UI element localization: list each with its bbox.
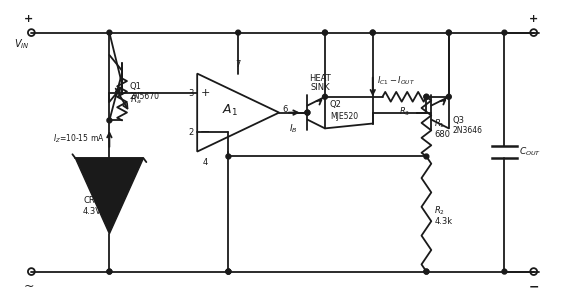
Text: 3: 3: [188, 89, 193, 98]
Text: $R_2$: $R_2$: [434, 205, 445, 217]
Circle shape: [305, 110, 310, 115]
Circle shape: [226, 269, 231, 274]
Circle shape: [502, 269, 507, 274]
Text: $I_B$: $I_B$: [289, 122, 298, 135]
Text: $R_1$: $R_1$: [434, 117, 445, 130]
Circle shape: [305, 110, 310, 115]
Text: $V_{IN}$: $V_{IN}$: [14, 37, 29, 51]
Text: 2N3646: 2N3646: [452, 126, 483, 135]
Text: 680: 680: [434, 130, 450, 139]
Circle shape: [446, 30, 451, 35]
Circle shape: [424, 94, 429, 99]
Text: $A_1$: $A_1$: [222, 103, 238, 118]
Circle shape: [370, 30, 375, 35]
Circle shape: [107, 118, 112, 123]
Text: $I_{C1}-I_{OUT}$: $I_{C1}-I_{OUT}$: [376, 75, 415, 87]
Circle shape: [424, 269, 429, 274]
Circle shape: [107, 269, 112, 274]
Text: 4.3k: 4.3k: [434, 217, 452, 226]
Circle shape: [446, 30, 451, 35]
Circle shape: [226, 154, 231, 159]
Text: +: +: [200, 88, 210, 98]
Text: 4: 4: [202, 158, 208, 168]
Text: −: −: [528, 280, 539, 293]
Text: $R_a$: $R_a$: [130, 93, 142, 106]
Text: SINK: SINK: [310, 83, 330, 92]
Text: 7: 7: [235, 60, 241, 69]
Circle shape: [424, 269, 429, 274]
Text: $I_Z$=10-15 mA: $I_Z$=10-15 mA: [53, 133, 104, 145]
Circle shape: [323, 30, 327, 35]
Text: +: +: [529, 14, 538, 24]
Text: 6: 6: [282, 105, 287, 114]
Circle shape: [424, 154, 429, 159]
Circle shape: [370, 30, 375, 35]
Text: $C_{OUT}$: $C_{OUT}$: [519, 146, 541, 158]
Text: 2: 2: [188, 128, 193, 137]
Circle shape: [107, 30, 112, 35]
Text: Q1: Q1: [130, 82, 142, 91]
Text: 2N5670: 2N5670: [130, 91, 160, 100]
Circle shape: [226, 269, 231, 274]
Text: ~: ~: [23, 280, 33, 293]
Circle shape: [446, 94, 451, 99]
Text: Q2: Q2: [330, 100, 342, 109]
Text: +: +: [24, 14, 33, 24]
Circle shape: [424, 94, 429, 99]
Text: $R_3$: $R_3$: [399, 105, 410, 118]
Polygon shape: [75, 158, 143, 234]
Text: 4.3V: 4.3V: [82, 207, 101, 216]
Circle shape: [323, 94, 327, 99]
Text: MJE520: MJE520: [330, 112, 358, 121]
Circle shape: [502, 30, 507, 35]
Text: CR1: CR1: [83, 196, 100, 205]
Text: −: −: [200, 126, 210, 139]
Circle shape: [226, 269, 231, 274]
Circle shape: [323, 30, 327, 35]
Circle shape: [107, 269, 112, 274]
Text: Q3: Q3: [452, 116, 465, 125]
Circle shape: [236, 30, 240, 35]
Text: HEAT: HEAT: [309, 74, 331, 83]
